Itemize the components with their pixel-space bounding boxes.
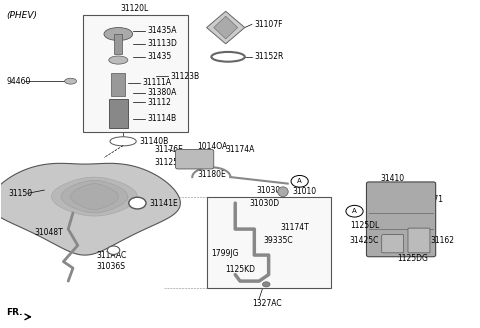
- Text: FR.: FR.: [6, 308, 23, 317]
- Text: 31112: 31112: [147, 98, 171, 107]
- Bar: [206, 196, 331, 288]
- Text: 1125DG: 1125DG: [397, 254, 428, 263]
- Text: 31176E: 31176E: [154, 145, 183, 154]
- Text: 31107F: 31107F: [254, 20, 283, 29]
- Text: 31123B: 31123B: [171, 72, 200, 81]
- Text: 1014OA: 1014OA: [197, 142, 228, 151]
- Text: A: A: [297, 178, 302, 184]
- Text: 31180E: 31180E: [197, 170, 226, 179]
- Circle shape: [291, 175, 308, 187]
- Text: (PHEV): (PHEV): [6, 11, 37, 20]
- Text: 31036S: 31036S: [97, 262, 126, 271]
- Text: 31111A: 31111A: [142, 78, 171, 87]
- Text: 13271: 13271: [419, 195, 443, 204]
- Polygon shape: [206, 11, 245, 44]
- Text: 31010: 31010: [292, 187, 317, 196]
- Polygon shape: [71, 184, 118, 210]
- Polygon shape: [61, 180, 128, 213]
- Text: 1125DL: 1125DL: [350, 221, 379, 230]
- Text: 31048T: 31048T: [35, 228, 63, 237]
- Text: 31140B: 31140B: [140, 137, 169, 146]
- Ellipse shape: [278, 187, 288, 196]
- Text: 31425C: 31425C: [350, 236, 379, 245]
- Circle shape: [108, 246, 120, 255]
- Text: 31162: 31162: [431, 236, 455, 245]
- Text: 31174A: 31174A: [226, 145, 255, 154]
- Circle shape: [346, 205, 363, 217]
- Bar: [115, 34, 122, 53]
- Text: 1327AC: 1327AC: [252, 299, 282, 308]
- Text: 94460: 94460: [6, 77, 31, 86]
- Text: 31380A: 31380A: [147, 88, 176, 97]
- Ellipse shape: [104, 28, 132, 41]
- Text: A: A: [352, 208, 357, 214]
- Text: 1799JG: 1799JG: [211, 249, 239, 258]
- FancyBboxPatch shape: [382, 235, 404, 253]
- FancyBboxPatch shape: [176, 150, 214, 169]
- Polygon shape: [51, 177, 137, 216]
- Text: 31113D: 31113D: [147, 39, 177, 48]
- Text: 31030D: 31030D: [250, 198, 280, 208]
- Text: 31030: 31030: [256, 186, 281, 195]
- Text: 31174T: 31174T: [281, 223, 309, 232]
- Ellipse shape: [110, 137, 136, 146]
- Polygon shape: [214, 16, 238, 39]
- FancyBboxPatch shape: [408, 228, 430, 253]
- Text: 31435A: 31435A: [147, 26, 177, 35]
- Text: 31141E: 31141E: [149, 198, 178, 208]
- Text: 31114B: 31114B: [147, 114, 176, 123]
- Text: 31152R: 31152R: [254, 52, 284, 61]
- Text: 31150: 31150: [9, 189, 33, 198]
- Circle shape: [263, 282, 270, 287]
- Polygon shape: [0, 163, 180, 255]
- Text: 39335C: 39335C: [264, 236, 293, 245]
- Ellipse shape: [211, 52, 245, 62]
- Bar: [111, 73, 125, 96]
- FancyBboxPatch shape: [366, 182, 436, 257]
- Text: 31435: 31435: [147, 52, 171, 61]
- Circle shape: [129, 197, 146, 209]
- Text: 31410: 31410: [381, 174, 405, 183]
- Text: 31125N: 31125N: [154, 158, 184, 167]
- Ellipse shape: [65, 78, 76, 84]
- Bar: [109, 99, 128, 128]
- Bar: [83, 14, 188, 132]
- Text: 31120L: 31120L: [121, 4, 149, 13]
- Ellipse shape: [109, 56, 128, 64]
- Text: 311AAC: 311AAC: [97, 251, 127, 259]
- Text: 1125KD: 1125KD: [226, 265, 256, 274]
